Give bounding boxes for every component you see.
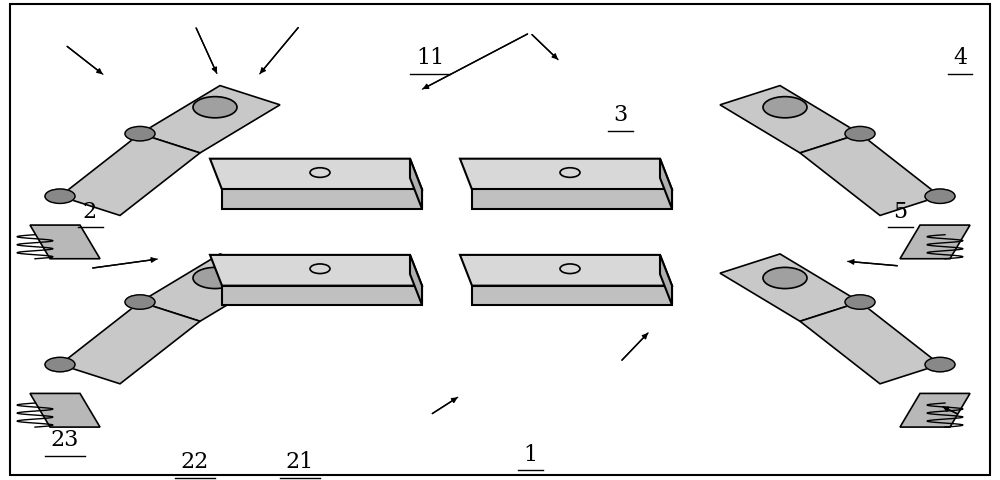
Text: 22: 22 <box>181 450 209 472</box>
Text: 23: 23 <box>51 428 79 450</box>
Circle shape <box>845 127 875 142</box>
Polygon shape <box>660 159 672 209</box>
Polygon shape <box>210 255 422 286</box>
Polygon shape <box>30 226 100 259</box>
Text: 21: 21 <box>286 450 314 472</box>
Polygon shape <box>472 190 672 209</box>
Polygon shape <box>900 226 970 259</box>
Polygon shape <box>800 302 940 384</box>
Polygon shape <box>660 255 672 305</box>
Text: 2: 2 <box>83 200 97 222</box>
Polygon shape <box>222 286 422 305</box>
Text: 11: 11 <box>416 47 444 69</box>
Polygon shape <box>460 255 672 286</box>
Polygon shape <box>472 286 672 305</box>
Polygon shape <box>222 190 422 209</box>
Polygon shape <box>900 394 970 427</box>
Circle shape <box>763 97 807 119</box>
Polygon shape <box>410 255 422 305</box>
Text: 4: 4 <box>953 47 967 69</box>
Text: 5: 5 <box>893 200 907 222</box>
Text: 1: 1 <box>523 443 537 465</box>
Polygon shape <box>60 302 200 384</box>
Circle shape <box>125 295 155 310</box>
Circle shape <box>45 190 75 204</box>
Polygon shape <box>140 86 280 154</box>
Circle shape <box>193 97 237 119</box>
Circle shape <box>125 127 155 142</box>
Polygon shape <box>410 159 422 209</box>
Circle shape <box>763 268 807 289</box>
Circle shape <box>45 358 75 372</box>
Circle shape <box>925 190 955 204</box>
Polygon shape <box>460 159 672 190</box>
Polygon shape <box>30 394 100 427</box>
Polygon shape <box>140 254 280 322</box>
Circle shape <box>845 295 875 310</box>
FancyBboxPatch shape <box>10 5 990 475</box>
Polygon shape <box>720 86 860 154</box>
Polygon shape <box>720 254 860 322</box>
Circle shape <box>925 358 955 372</box>
Circle shape <box>193 268 237 289</box>
Polygon shape <box>800 134 940 216</box>
Text: 3: 3 <box>613 104 627 126</box>
Polygon shape <box>60 134 200 216</box>
Polygon shape <box>210 159 422 190</box>
